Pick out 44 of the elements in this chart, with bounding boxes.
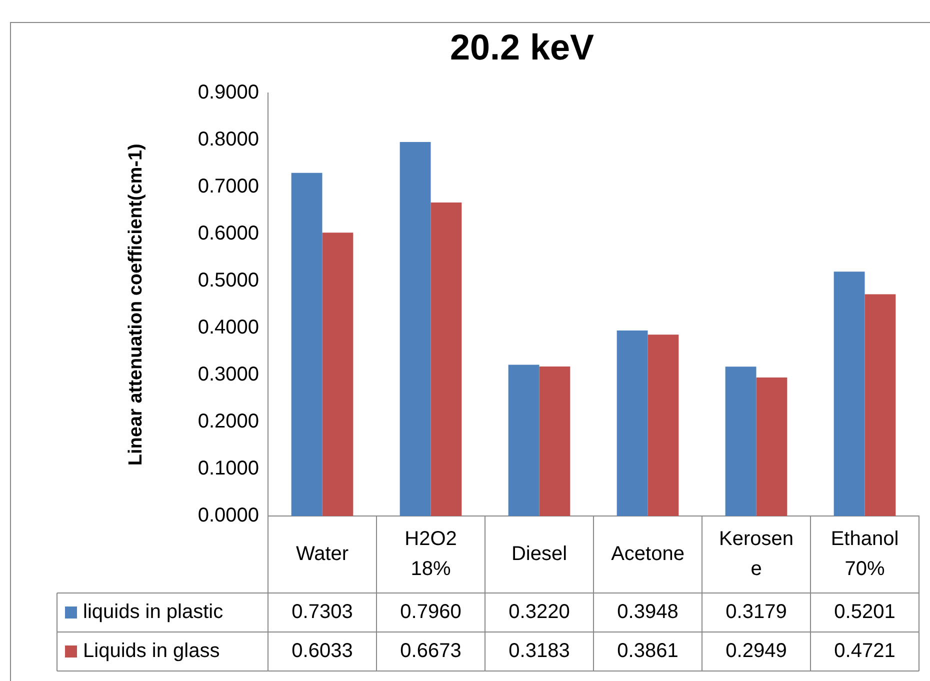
bar (648, 334, 679, 516)
data-label: 0.3183 (508, 640, 570, 662)
bar (756, 377, 788, 516)
data-label: 0.5201 (834, 601, 896, 624)
legend-label: liquids in plastic (83, 601, 224, 624)
bar (834, 272, 865, 516)
data-label: 0.4721 (834, 640, 896, 662)
y-tick-label: 0.3000 (198, 364, 259, 386)
y-tick-label: 0.7000 (198, 176, 259, 198)
bar (430, 202, 462, 516)
data-label: 0.7303 (292, 601, 353, 624)
x-tick-label: Acetone (611, 543, 684, 566)
data-label: 0.3220 (508, 601, 570, 624)
bar (725, 366, 756, 516)
chart-title: 20.2 keV (450, 26, 594, 68)
y-tick-label: 0.4000 (198, 316, 259, 339)
legend-label: Liquids in glass (83, 640, 220, 662)
x-tick-label: H2O2 18% (404, 528, 457, 580)
y-tick-label: 0.9000 (198, 82, 259, 104)
data-label: 0.3948 (617, 601, 678, 624)
x-tick-label: Ethanol70% (830, 528, 899, 580)
bar (322, 232, 354, 516)
bar (508, 364, 540, 516)
bar (400, 142, 431, 516)
y-tick-label: 0.0000 (198, 504, 259, 527)
data-label: 0.3861 (617, 640, 678, 662)
bar (616, 330, 648, 516)
bar (291, 172, 322, 516)
bar (864, 294, 896, 516)
data-label: 0.6033 (292, 640, 353, 662)
data-label: 0.7960 (400, 601, 462, 624)
y-tick-label: 0.6000 (198, 222, 259, 245)
y-tick-label: 0.8000 (198, 128, 259, 151)
data-label: 0.6673 (400, 640, 462, 662)
x-tick-label: Water (296, 543, 349, 566)
y-tick-label: 0.5000 (198, 270, 259, 292)
x-tick-label: Kerosene (719, 528, 794, 580)
bar (539, 366, 570, 516)
x-tick-label: Diesel (511, 543, 568, 566)
y-axis-title: Linear attenuation coefficient(cm-1) (126, 144, 147, 466)
y-tick-label: 0.1000 (198, 458, 259, 480)
data-label: 0.2949 (726, 640, 787, 662)
data-label: 0.3179 (726, 601, 787, 624)
y-tick-label: 0.2000 (198, 410, 259, 433)
